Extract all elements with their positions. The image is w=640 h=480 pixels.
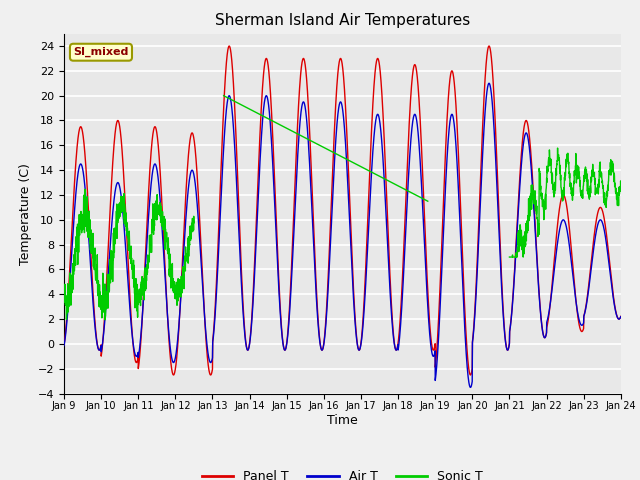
X-axis label: Time: Time (327, 414, 358, 427)
Y-axis label: Temperature (C): Temperature (C) (19, 163, 32, 264)
Text: SI_mixed: SI_mixed (73, 47, 129, 57)
Legend: Panel T, Air T, Sonic T: Panel T, Air T, Sonic T (196, 465, 488, 480)
Title: Sherman Island Air Temperatures: Sherman Island Air Temperatures (215, 13, 470, 28)
